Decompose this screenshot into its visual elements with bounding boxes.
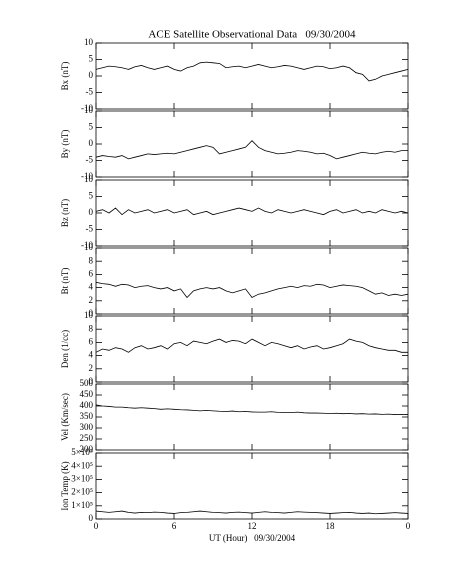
y-tick-label: 200 [80, 444, 94, 454]
data-line [95, 338, 408, 353]
y-axis-label: Vel (Km/sec) [60, 393, 70, 441]
y-tick-label: 6 [89, 336, 94, 346]
y-tick-label: -5 [86, 87, 94, 97]
x-tick-label: 0 [94, 521, 99, 531]
y-tick-label: 10 [84, 174, 94, 184]
y-axis-label: Den (1/cc) [60, 330, 70, 368]
panel-frame [95, 383, 409, 451]
y-tick-label: 8 [89, 255, 94, 265]
y-tick-label: 400 [80, 400, 94, 410]
x-axis-label: UT (Hour) 09/30/2004 [209, 533, 296, 543]
panel-frame [95, 315, 409, 383]
y-tick-label: 300 [80, 422, 94, 432]
y-tick-label: 350 [80, 411, 94, 421]
y-tick-label: 5 [89, 54, 94, 64]
data-line [95, 207, 409, 216]
y-tick-label: 0 [89, 376, 94, 386]
y-tick-label: 500 [80, 378, 94, 388]
y-tick-label: 4 [89, 350, 94, 360]
y-tick-label: 3×10⁵ [71, 473, 93, 483]
y-axis-label: Bz (nT) [60, 199, 70, 227]
y-tick-label: 2×10⁵ [71, 487, 93, 497]
y-tick-label: 2 [89, 295, 94, 305]
data-line [95, 281, 409, 299]
y-tick-label: 2 [89, 363, 94, 373]
y-tick-label: 10 [84, 310, 94, 320]
y-tick-label: -10 [81, 171, 93, 181]
data-line [95, 404, 409, 415]
y-tick-label: 450 [80, 389, 94, 399]
y-tick-label: -5 [86, 155, 94, 165]
y-tick-label: 250 [80, 433, 94, 443]
x-tick-label: 12 [248, 521, 257, 531]
data-line [95, 510, 409, 515]
y-tick-label: 5 [89, 122, 94, 132]
y-tick-label: 0 [89, 138, 94, 148]
y-tick-label: 0 [89, 308, 94, 318]
y-axis-label: Ion Temp (K) [60, 461, 70, 510]
y-axis-label: By (nT) [60, 130, 70, 159]
y-tick-label: 5 [89, 191, 94, 201]
y-tick-label: -10 [81, 103, 93, 113]
panel-frame [95, 42, 409, 110]
y-tick-label: 0 [89, 207, 94, 217]
y-tick-label: -10 [81, 240, 93, 250]
y-tick-label: 1×10⁵ [71, 500, 93, 510]
x-tick-label: 6 [172, 521, 177, 531]
panel-frame [95, 452, 409, 520]
y-tick-label: 0 [89, 70, 94, 80]
chart-title: ACE Satellite Observational Data 09/30/2… [148, 29, 356, 41]
panel-frame [95, 247, 409, 315]
y-tick-label: 8 [89, 323, 94, 333]
panel-frame [95, 110, 409, 178]
y-tick-label: 5×10⁵ [71, 447, 93, 457]
data-line [95, 61, 409, 82]
y-tick-label: -5 [86, 224, 94, 234]
panel-frame [95, 179, 409, 247]
y-tick-label: 6 [89, 268, 94, 278]
x-tick-label: 0 [406, 521, 411, 531]
y-axis-label: Bx (nT) [60, 62, 70, 91]
y-tick-label: 4 [89, 282, 94, 292]
y-tick-label: 10 [84, 105, 94, 115]
y-tick-label: 0 [89, 513, 94, 523]
x-tick-label: 18 [326, 521, 336, 531]
y-tick-label: 10 [84, 242, 94, 252]
y-axis-label: Bt (nT) [60, 268, 70, 295]
data-line [95, 140, 408, 160]
y-tick-label: 10 [84, 37, 94, 47]
y-tick-label: 4×10⁵ [71, 460, 93, 470]
